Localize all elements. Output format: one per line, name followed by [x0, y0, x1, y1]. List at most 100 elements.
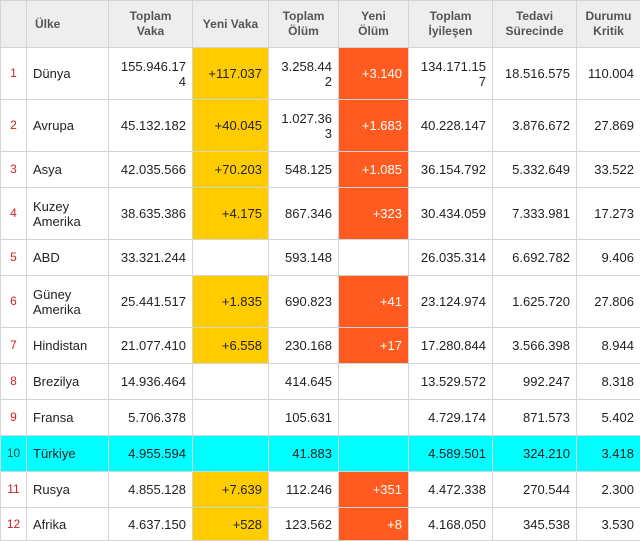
rank-cell: 1: [1, 48, 27, 100]
active-cell: 3.566.398: [493, 328, 577, 364]
country-cell: ABD: [27, 240, 109, 276]
header-total-deaths[interactable]: Toplam Ölüm: [269, 1, 339, 48]
total-recovered-cell: 4.729.174: [409, 400, 493, 436]
new-cases-cell: +70.203: [193, 152, 269, 188]
total-recovered-cell: 4.472.338: [409, 472, 493, 508]
new-deaths-cell: [339, 240, 409, 276]
rank-cell: 6: [1, 276, 27, 328]
header-rank: [1, 1, 27, 48]
total-deaths-cell: 1.027.363: [269, 100, 339, 152]
total-cases-cell: 45.132.182: [109, 100, 193, 152]
country-cell: Güney Amerika: [27, 276, 109, 328]
new-deaths-cell: +17: [339, 328, 409, 364]
total-recovered-cell: 13.529.572: [409, 364, 493, 400]
new-cases-cell: +4.175: [193, 188, 269, 240]
country-cell: Asya: [27, 152, 109, 188]
total-recovered-cell: 4.168.050: [409, 508, 493, 541]
active-cell: 345.538: [493, 508, 577, 541]
country-cell: Fransa: [27, 400, 109, 436]
header-new-cases[interactable]: Yeni Vaka: [193, 1, 269, 48]
new-deaths-cell: [339, 400, 409, 436]
total-cases-cell: 33.321.244: [109, 240, 193, 276]
total-recovered-cell: 23.124.974: [409, 276, 493, 328]
total-deaths-cell: 414.645: [269, 364, 339, 400]
header-active[interactable]: Tedavi Sürecinde: [493, 1, 577, 48]
country-cell: Dünya: [27, 48, 109, 100]
total-cases-cell: 4.855.128: [109, 472, 193, 508]
rank-cell: 3: [1, 152, 27, 188]
active-cell: 871.573: [493, 400, 577, 436]
total-deaths-cell: 690.823: [269, 276, 339, 328]
new-cases-cell: +7.639: [193, 472, 269, 508]
critical-cell: 27.869: [577, 100, 640, 152]
total-cases-cell: 5.706.378: [109, 400, 193, 436]
header-total-recovered[interactable]: Toplam İyileşen: [409, 1, 493, 48]
total-recovered-cell: 4.589.501: [409, 436, 493, 472]
total-cases-cell: 21.077.410: [109, 328, 193, 364]
active-cell: 5.332.649: [493, 152, 577, 188]
header-total-cases[interactable]: Toplam Vaka: [109, 1, 193, 48]
header-critical[interactable]: Durumu Kritik: [577, 1, 640, 48]
total-cases-cell: 155.946.174: [109, 48, 193, 100]
new-deaths-cell: +41: [339, 276, 409, 328]
total-cases-cell: 42.035.566: [109, 152, 193, 188]
critical-cell: 5.402: [577, 400, 640, 436]
new-cases-cell: +40.045: [193, 100, 269, 152]
new-deaths-cell: +3.140: [339, 48, 409, 100]
total-cases-cell: 25.441.517: [109, 276, 193, 328]
new-cases-cell: +528: [193, 508, 269, 541]
country-cell: Brezilya: [27, 364, 109, 400]
total-deaths-cell: 593.148: [269, 240, 339, 276]
critical-cell: 27.806: [577, 276, 640, 328]
new-deaths-cell: +351: [339, 472, 409, 508]
total-cases-cell: 4.955.594: [109, 436, 193, 472]
new-cases-cell: [193, 364, 269, 400]
active-cell: 992.247: [493, 364, 577, 400]
critical-cell: 9.406: [577, 240, 640, 276]
critical-cell: 33.522: [577, 152, 640, 188]
critical-cell: 3.418: [577, 436, 640, 472]
total-recovered-cell: 30.434.059: [409, 188, 493, 240]
total-recovered-cell: 17.280.844: [409, 328, 493, 364]
active-cell: 7.333.981: [493, 188, 577, 240]
rank-cell: 11: [1, 472, 27, 508]
total-cases-cell: 38.635.386: [109, 188, 193, 240]
rank-cell: 4: [1, 188, 27, 240]
new-cases-cell: [193, 400, 269, 436]
header-country[interactable]: Ülke: [27, 1, 109, 48]
new-deaths-cell: +323: [339, 188, 409, 240]
header-new-deaths[interactable]: Yeni Ölüm: [339, 1, 409, 48]
rank-cell: 7: [1, 328, 27, 364]
rank-cell: 9: [1, 400, 27, 436]
country-cell: Kuzey Amerika: [27, 188, 109, 240]
active-cell: 270.544: [493, 472, 577, 508]
critical-cell: 17.273: [577, 188, 640, 240]
total-deaths-cell: 3.258.442: [269, 48, 339, 100]
critical-cell: 2.300: [577, 472, 640, 508]
table-header-row: Ülke Toplam Vaka Yeni Vaka Toplam Ölüm Y…: [1, 1, 640, 48]
total-deaths-cell: 230.168: [269, 328, 339, 364]
rank-cell: 12: [1, 508, 27, 541]
total-cases-cell: 4.637.150: [109, 508, 193, 541]
total-deaths-cell: 123.562: [269, 508, 339, 541]
rank-cell: 10: [1, 436, 27, 472]
new-deaths-cell: +1.683: [339, 100, 409, 152]
rank-cell: 5: [1, 240, 27, 276]
critical-cell: 8.318: [577, 364, 640, 400]
new-cases-cell: +6.558: [193, 328, 269, 364]
new-cases-cell: +117.037: [193, 48, 269, 100]
